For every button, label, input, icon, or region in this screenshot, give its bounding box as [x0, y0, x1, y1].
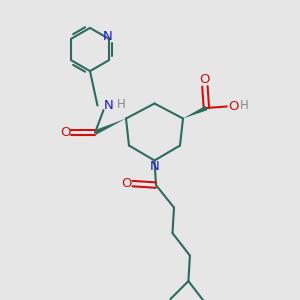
Text: O: O	[228, 100, 239, 113]
Text: H: H	[117, 98, 126, 111]
Text: H: H	[240, 98, 249, 112]
Text: N: N	[102, 30, 112, 43]
Text: N: N	[150, 160, 159, 173]
Text: O: O	[200, 73, 210, 86]
Polygon shape	[183, 106, 207, 118]
Text: O: O	[60, 126, 70, 139]
Polygon shape	[94, 118, 126, 135]
Text: O: O	[121, 177, 131, 190]
Text: N: N	[104, 99, 114, 112]
